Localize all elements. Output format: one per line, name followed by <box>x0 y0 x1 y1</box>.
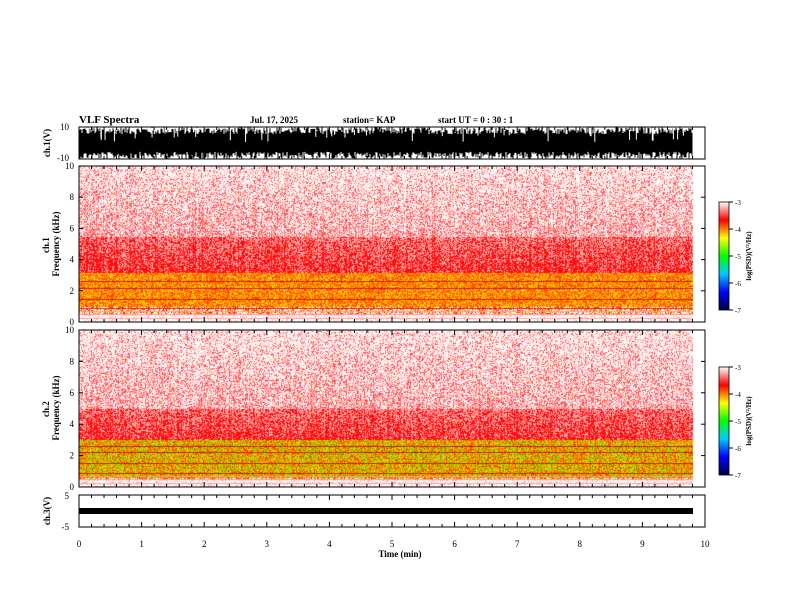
spec-ytick-label: 8 <box>70 192 75 202</box>
station-label: station= KAP <box>343 115 396 125</box>
colorbar-tick-label: -5 <box>735 418 741 426</box>
colorbar-gradient <box>718 201 730 311</box>
ch2-spec-ylabel-ch: ch.2 <box>41 401 51 417</box>
ch2-spec-ylabel-freq: Frequency (kHz) <box>51 375 61 440</box>
time-tick-label: 10 <box>701 539 711 549</box>
ch1-spec-yticks: 0 2 4 6 8 10 <box>65 161 705 327</box>
colorbar-tick-label: -7 <box>735 307 741 315</box>
ch1-wave-bottom-tick: -10 <box>57 153 69 163</box>
time-tick-label: 6 <box>452 539 457 549</box>
colorbar-tick-label: -6 <box>735 445 741 453</box>
colorbar-label: log(PSD)(V²/Hz) <box>745 231 753 281</box>
time-tick-label: 1 <box>139 539 144 549</box>
spec-ytick-label: 10 <box>65 161 75 171</box>
ch1-spectrogram-panel: 0 2 4 6 8 10 ch.1 Frequency (kHz) <box>41 161 706 327</box>
colorbar-tick-label: -4 <box>735 391 741 399</box>
time-tick-label: 8 <box>578 539 583 549</box>
ch1-spec-ylabel: ch.1 Frequency (kHz) <box>41 211 61 276</box>
ch2-spec-ylabel: ch.2 Frequency (kHz) <box>41 375 61 440</box>
ch2-spectrogram-image <box>79 330 705 487</box>
ch1-spectrogram-image <box>79 166 705 322</box>
spec-ytick-label: 0 <box>70 317 75 327</box>
ch1-colorbar: -3 -4 -5 -6 -7 log(PSD)(V²/Hz) <box>718 199 753 315</box>
ch2-spec-yticks: 0 2 4 6 8 10 <box>65 325 705 492</box>
figure-title: VLF Spectra <box>79 114 140 126</box>
start-time-label: start UT = 0 : 30 : 1 <box>438 115 514 125</box>
spec-ytick-label: 2 <box>70 286 75 296</box>
time-axis-label: Time (min) <box>378 549 421 559</box>
colorbar-label: log(PSD)(V²/Hz) <box>745 396 753 446</box>
spec-ytick-label: 4 <box>70 255 75 265</box>
date-label: Jul. 17, 2025 <box>250 115 299 125</box>
spec-ytick-label: 8 <box>70 356 75 366</box>
spec-ytick-label: 2 <box>70 451 75 461</box>
colorbar-tick-label: -3 <box>735 199 741 207</box>
ch3-wave-ylabel: ch.3(V) <box>42 497 52 525</box>
ch1-spec-ylabel-ch: ch.1 <box>41 237 51 253</box>
time-tick-label: 2 <box>202 539 207 549</box>
spec-ytick-label: 10 <box>65 325 75 335</box>
ch3-wave-bottom-tick: -5 <box>62 522 70 532</box>
ch1-wave-top-tick: 10 <box>60 122 70 132</box>
spec-ytick-label: 6 <box>70 223 75 233</box>
ch2-spectrogram-panel: 0 2 4 6 8 10 ch.2 Frequency (kHz) <box>41 325 706 492</box>
colorbar-tick-label: -5 <box>735 253 741 261</box>
ch1-wave-ylabel: ch.1(V) <box>42 129 52 157</box>
ch2-colorbar: -3 -4 -5 -6 -7 log(PSD)(V²/Hz) <box>718 364 753 480</box>
time-tick-label: 9 <box>640 539 645 549</box>
ch3-wave-top-tick: 5 <box>65 491 70 501</box>
ch1-spec-ylabel-freq: Frequency (kHz) <box>51 211 61 276</box>
colorbar-tick-label: -6 <box>735 280 741 288</box>
time-tick-label: 7 <box>515 539 520 549</box>
ch1-waveform-trace <box>78 127 693 159</box>
colorbar-gradient <box>718 366 730 476</box>
time-tick-label: 0 <box>77 539 82 549</box>
colorbar-tick-label: -3 <box>735 364 741 372</box>
spec-ytick-label: 0 <box>70 482 75 492</box>
time-axis-labels: 0 1 2 3 4 5 6 7 8 9 10 <box>77 539 710 549</box>
ch3-waveform-trace <box>79 508 693 514</box>
time-axis-ticks <box>78 127 706 527</box>
spec-ytick-label: 6 <box>70 388 75 398</box>
spec-ytick-label: 4 <box>70 419 75 429</box>
time-tick-label: 3 <box>265 539 270 549</box>
colorbar-tick-label: -7 <box>735 472 741 480</box>
colorbar-tick-label: -4 <box>735 226 741 234</box>
time-tick-label: 4 <box>327 539 332 549</box>
time-tick-label: 5 <box>390 539 395 549</box>
